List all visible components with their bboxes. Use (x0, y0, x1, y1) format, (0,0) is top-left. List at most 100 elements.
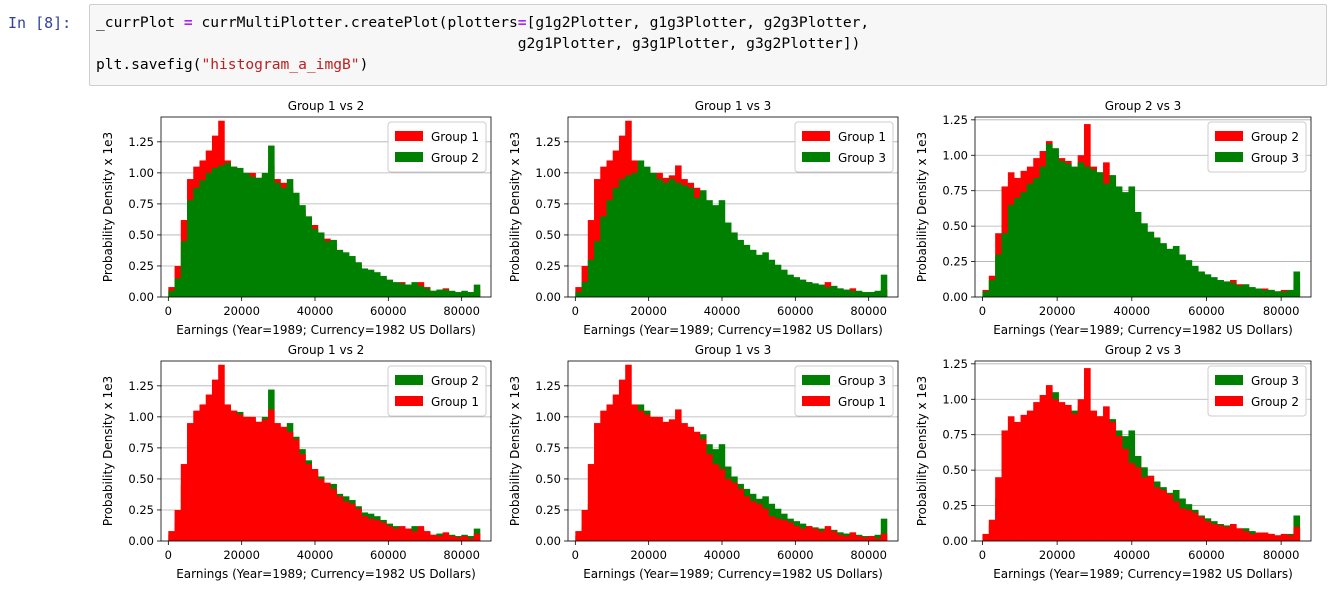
histogram-bar (430, 534, 437, 541)
code-text[interactable]: _currPlot = currMultiPlotter.createPlot(… (96, 12, 869, 75)
histogram-bar (868, 292, 875, 297)
histogram-bar (1261, 532, 1269, 541)
x-axis-label: Earnings (Year=1989; Currency=1982 US Do… (993, 323, 1293, 337)
histogram-bar (793, 526, 801, 541)
y-tick-label: 1.25 (942, 113, 968, 127)
histogram-bar (1109, 421, 1117, 541)
histogram-bar (1071, 413, 1078, 541)
code-token: ) (359, 56, 369, 73)
histogram-bar (417, 526, 425, 541)
legend: Group 3 Group 2 (1207, 365, 1307, 417)
histogram-bar (749, 501, 757, 541)
histogram-bar (1064, 163, 1072, 297)
histogram-bar (374, 519, 381, 541)
histogram-bar (650, 172, 657, 297)
histogram-bar (1185, 509, 1193, 541)
x-tick-label: 40000 (1114, 304, 1151, 318)
histogram-bar (743, 244, 751, 297)
code-cell[interactable]: _currPlot = currMultiPlotter.createPlot(… (89, 4, 1327, 86)
x-axis-label: Earnings (Year=1989; Currency=1982 US Do… (176, 567, 476, 581)
y-tick-label: 0.25 (535, 503, 561, 517)
histogram-bar (643, 414, 651, 541)
y-tick-label: 1.00 (535, 166, 561, 180)
x-tick-label: 0 (979, 548, 986, 562)
x-tick-label: 80000 (850, 548, 887, 562)
subplot-3: 0.00 0.25 0.50 0.75 1.00 1.25 0 20000 40000 60000… (915, 99, 1312, 337)
code-line-2: g2g1Plotter, g3g1Plotter, g3g2Plotter]) (96, 35, 861, 52)
histogram-bar (1128, 186, 1136, 297)
code-operator: = (517, 14, 527, 31)
y-tick-label: 0.50 (128, 472, 154, 486)
histogram-bar (988, 279, 996, 297)
histogram-bar (762, 508, 769, 541)
histogram-bar (681, 185, 688, 297)
histogram-bar (436, 536, 443, 541)
y-tick-label: 0.50 (128, 228, 154, 242)
x-tick-label: 60000 (777, 304, 814, 318)
histogram-bar (249, 176, 256, 297)
histogram-bar (656, 179, 663, 297)
histogram-bar (174, 509, 182, 541)
code-token: currMultiPlotter.createPlot(plotters (192, 14, 518, 31)
histogram-bar (1293, 271, 1301, 297)
x-tick-label: 40000 (704, 548, 741, 562)
legend-label: Group 1 (431, 395, 479, 409)
y-tick-label: 0.75 (942, 428, 968, 442)
y-tick-label: 1.00 (942, 148, 968, 162)
histogram-bar (625, 175, 632, 297)
histogram-bar (342, 252, 350, 297)
y-tick-label: 1.00 (535, 410, 561, 424)
histogram-bar (787, 522, 794, 541)
histogram-bar (781, 269, 788, 297)
histogram-bar (1229, 282, 1237, 297)
histogram-bar (855, 536, 863, 541)
legend-label: Group 2 (431, 151, 479, 165)
histogram-bar (587, 464, 595, 541)
code-string: "histogram_a_imgB" (201, 56, 360, 73)
histogram-bar (442, 289, 450, 297)
chart-title: Group 2 vs 3 (1105, 343, 1182, 357)
histogram-bar (1236, 285, 1243, 297)
histogram-bar (1084, 368, 1091, 541)
x-tick-label: 60000 (777, 548, 814, 562)
histogram-bar (1001, 430, 1009, 541)
histogram-bar (430, 290, 437, 297)
histogram-bar (1033, 402, 1040, 541)
histogram-bar (299, 454, 306, 541)
histogram-bar (230, 166, 238, 297)
legend-swatch (395, 375, 423, 385)
histogram-bar (712, 205, 719, 297)
histogram-bar (261, 419, 269, 541)
histogram-bar (261, 172, 269, 297)
histogram-bar (706, 200, 713, 297)
histogram-bar (1014, 197, 1021, 297)
x-tick-label: 60000 (370, 548, 407, 562)
histogram-bar (687, 187, 695, 297)
histogram-bar (442, 532, 450, 541)
histogram-bar (1185, 260, 1193, 297)
histogram-bar (243, 172, 250, 297)
code-token: [g1g2Plotter, g1g3Plotter, g2g3Plotter, (526, 14, 870, 31)
histogram-bar (830, 531, 838, 541)
histogram-bar (1096, 416, 1104, 541)
histogram-bar (274, 182, 281, 297)
subplot-2: 0.00 0.25 0.50 0.75 1.00 1.25 0 20000 40000 60000… (508, 99, 899, 337)
y-tick-label: 1.00 (128, 410, 154, 424)
histogram-bar (448, 290, 456, 297)
histogram-bar (330, 488, 337, 541)
legend: Group 1 Group 2 (387, 121, 487, 173)
x-axis-label: Earnings (Year=1989; Currency=1982 US Do… (583, 567, 883, 581)
histogram-bar (700, 439, 707, 541)
histogram-bar (862, 537, 869, 541)
y-tick-label: 0.25 (535, 259, 561, 273)
histogram-bar (1274, 291, 1282, 297)
histogram-bar (355, 262, 362, 297)
x-tick-label: 80000 (1263, 304, 1300, 318)
histogram-bar (1223, 526, 1231, 541)
legend-label: Group 3 (1251, 374, 1299, 388)
histogram-bar (336, 249, 344, 297)
histogram-bar (600, 216, 607, 297)
histogram-bar (299, 205, 306, 297)
histogram-bar (668, 419, 676, 541)
histogram-bar (1109, 175, 1117, 297)
